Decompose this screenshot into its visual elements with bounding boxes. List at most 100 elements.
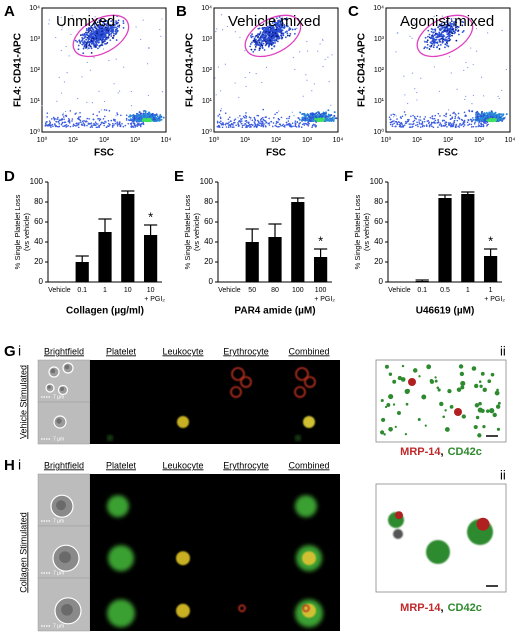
event-dot <box>101 39 104 42</box>
event-dot <box>284 126 286 128</box>
event-dot <box>146 113 149 116</box>
panel-sublabel: i <box>18 457 21 473</box>
event-dot <box>286 30 288 33</box>
event-dot <box>216 125 219 128</box>
event-dot <box>148 111 151 114</box>
event-dot <box>431 40 433 43</box>
event-dot <box>98 119 101 122</box>
event-dot <box>83 37 86 39</box>
event-dot <box>78 39 81 42</box>
legend-entry: MRP-14 <box>400 446 441 458</box>
event-dot <box>289 32 292 35</box>
event-dot <box>396 123 399 126</box>
panel-title: Unmixed <box>56 13 115 30</box>
event-dot <box>60 118 63 121</box>
event-dot <box>315 121 317 124</box>
event-dot <box>439 122 442 124</box>
event-dot <box>56 125 59 128</box>
event-dot <box>454 26 457 29</box>
event-dot <box>113 83 115 85</box>
event-dot <box>301 118 303 120</box>
y-tick-label: 10¹ <box>30 98 41 105</box>
event-dot <box>478 119 480 122</box>
event-dot <box>89 45 92 48</box>
event-dot <box>465 61 467 64</box>
event-dot <box>238 96 240 99</box>
event-dot <box>104 115 106 118</box>
event-dot <box>237 122 239 124</box>
event-dot <box>265 38 268 41</box>
event-dot <box>83 44 86 47</box>
column-header: Erythrocyte <box>223 346 269 356</box>
event-dot <box>98 111 101 113</box>
event-dot <box>440 32 443 34</box>
event-dot <box>113 26 115 29</box>
event-dot <box>278 23 280 25</box>
event-dot <box>392 113 395 116</box>
x-tick-sublabel: + PGI₂ <box>484 296 505 303</box>
platelet-render <box>497 401 501 405</box>
event-dot <box>102 31 105 33</box>
event-dot <box>422 124 424 127</box>
event-dot <box>244 76 246 79</box>
event-dot <box>437 126 439 128</box>
event-dot <box>79 115 82 118</box>
event-dot <box>265 42 268 45</box>
event-dot <box>112 19 114 22</box>
event-dot <box>416 115 419 118</box>
event-dot <box>224 112 227 114</box>
event-dot <box>259 45 262 48</box>
event-dot <box>480 122 483 125</box>
event-dot <box>85 38 88 41</box>
event-dot <box>88 42 91 44</box>
event-dot <box>501 89 503 92</box>
legend-entry: MRP-14 <box>400 602 441 614</box>
event-dot <box>109 26 112 29</box>
event-dot <box>234 118 237 120</box>
event-dot <box>216 122 219 124</box>
event-dot <box>329 118 332 121</box>
event-dot <box>107 29 110 32</box>
event-dot <box>432 46 435 49</box>
event-dot <box>237 123 240 126</box>
event-dot <box>148 47 150 49</box>
event-dot <box>280 116 283 119</box>
platelet-render <box>397 375 403 381</box>
event-dot <box>474 121 476 124</box>
event-dot <box>83 32 86 35</box>
event-dot <box>258 49 261 52</box>
y-axis-label: % Single Platelet Loss <box>13 194 22 269</box>
event-dot <box>88 29 91 32</box>
y-tick-label: 10³ <box>30 36 41 43</box>
event-dot <box>457 112 460 115</box>
event-dot <box>491 116 494 119</box>
event-dot <box>273 39 276 42</box>
event-dot <box>94 121 97 124</box>
event-dot <box>81 120 84 123</box>
platelet-render <box>444 409 447 412</box>
event-dot <box>447 28 450 31</box>
event-dot <box>94 32 96 35</box>
cell-core <box>59 386 65 392</box>
y-tick-label: 100 <box>370 177 384 186</box>
event-dot <box>144 117 147 120</box>
event-dot <box>242 115 245 118</box>
event-dot <box>85 43 88 46</box>
event-dot <box>97 123 99 125</box>
event-dot <box>250 34 252 37</box>
event-dot <box>418 119 420 121</box>
event-dot <box>445 112 448 115</box>
event-dot <box>103 109 106 111</box>
event-dot <box>288 28 290 30</box>
event-dot <box>442 38 444 40</box>
event-dot <box>254 45 257 48</box>
event-dot <box>261 81 263 84</box>
event-dot <box>55 36 57 39</box>
event-dot <box>92 113 95 115</box>
event-dot <box>280 36 283 38</box>
event-dot <box>276 32 278 35</box>
event-dot <box>108 110 111 112</box>
event-dot <box>278 125 280 128</box>
event-dot <box>438 124 441 126</box>
event-dot <box>444 43 447 46</box>
